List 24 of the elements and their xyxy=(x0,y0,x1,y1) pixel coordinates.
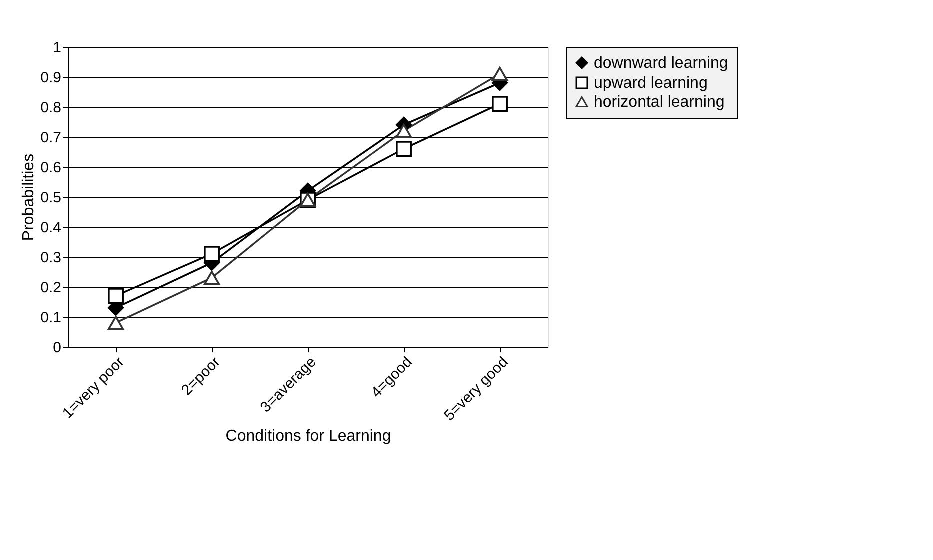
y-tick-label: 0 xyxy=(53,340,62,356)
y-axis-title: Probabilities xyxy=(20,154,38,242)
y-tick-label: 0.6 xyxy=(40,160,62,176)
y-tick-label: 0.1 xyxy=(40,310,62,326)
point xyxy=(492,66,508,82)
point xyxy=(204,246,220,262)
y-tick-label: 0.8 xyxy=(40,100,62,116)
legend-label: upward learning xyxy=(594,75,708,92)
y-tick-label: 0.5 xyxy=(40,190,62,206)
y-tick-label: 1 xyxy=(53,40,62,56)
legend-label: horizontal learning xyxy=(594,94,725,111)
y-tick-label: 0.9 xyxy=(40,70,62,86)
point xyxy=(396,141,412,157)
y-tick-label: 0.2 xyxy=(40,280,62,296)
legend-label: downward learning xyxy=(594,55,728,72)
x-axis-title: Conditions for Learning xyxy=(226,428,392,445)
point xyxy=(396,124,412,138)
y-tick-label: 0.7 xyxy=(40,130,62,146)
point xyxy=(492,96,508,112)
point xyxy=(108,316,124,330)
y-tick-label: 0.4 xyxy=(40,220,62,236)
point xyxy=(204,270,220,286)
y-tick-label: 0.3 xyxy=(40,250,62,266)
point xyxy=(108,288,124,304)
